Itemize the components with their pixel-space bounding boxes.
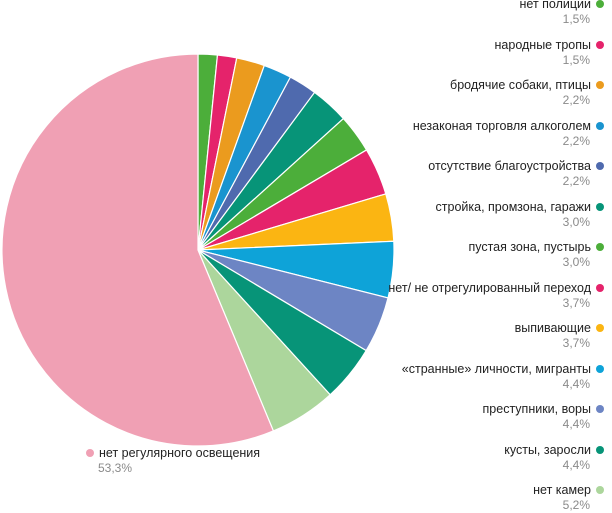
legend-label: нет камер	[533, 483, 591, 497]
legend-dot	[596, 283, 604, 292]
legend-label: нет/ не отрегулированный переход	[388, 280, 591, 295]
legend-item: пустая зона, пустырь 3,0%	[344, 240, 604, 270]
legend-dot	[596, 40, 604, 49]
legend-dot	[596, 486, 604, 494]
pie-slice	[1, 53, 275, 447]
legend-dot	[596, 364, 604, 373]
legend-value: 3,7%	[562, 295, 590, 310]
legend-dot	[596, 445, 604, 454]
legend-item: незаконая торговля алкоголем 2,2%	[344, 119, 604, 149]
legend-item: кусты, заросли 4,4%	[344, 443, 604, 473]
legend-item: стройка, промзона, гаражи 3,0%	[344, 200, 604, 230]
legend-value: 4,4%	[562, 457, 590, 472]
legend-item: народные тропы 1,5%	[344, 38, 604, 68]
legend-label: выпивающие	[514, 321, 591, 335]
legend-label: нет регулярного освещения	[99, 446, 261, 460]
legend-label: отсутствие благоустройства	[428, 159, 591, 173]
legend-value: 5,2%	[562, 498, 590, 512]
legend-dot	[596, 162, 604, 170]
legend-dot	[596, 121, 604, 130]
legend-value: 1,5%	[562, 52, 590, 67]
legend-label: кусты, заросли	[504, 442, 591, 457]
legend-dot	[596, 0, 604, 8]
legend-dot	[86, 449, 94, 457]
legend-label: бродячие собаки, птицы	[450, 78, 591, 92]
legend-item-main: нет регулярного освещения 53,3%	[86, 446, 260, 476]
legend-label: пустая зона, пустырь	[468, 240, 591, 254]
legend-value: 4,4%	[562, 417, 590, 431]
legend-dot	[596, 405, 604, 413]
legend-value: 1,5%	[562, 12, 590, 26]
legend-label: преступники, воры	[482, 402, 591, 416]
legend-value: 3,0%	[562, 255, 590, 269]
legend-value: 3,0%	[562, 214, 590, 229]
legend-dot	[596, 324, 604, 332]
legend-value: 53,3%	[98, 461, 133, 475]
legend-dot	[596, 202, 604, 211]
legend-label: нет полиции	[519, 0, 591, 11]
legend-value: 2,2%	[562, 133, 590, 148]
legend-label: народные тропы	[494, 37, 591, 52]
legend-item: «странные» личности, мигранты 4,4%	[344, 362, 604, 392]
legend-item: нет/ не отрегулированный переход 3,7%	[344, 281, 604, 311]
legend-label: незаконая торговля алкоголем	[412, 118, 591, 133]
legend-dot	[596, 81, 604, 89]
legend-label: «странные» личности, мигранты	[401, 361, 591, 376]
legend-dot	[596, 243, 604, 251]
legend-label: стройка, промзона, гаражи	[435, 199, 591, 214]
legend-item: отсутствие благоустройства 2,2%	[344, 159, 604, 189]
legend-value: 3,7%	[562, 336, 590, 350]
legend-value: 2,2%	[562, 174, 590, 188]
legend-item: бродячие собаки, птицы 2,2%	[344, 78, 604, 108]
legend-value: 2,2%	[562, 93, 590, 107]
legend-item: преступники, воры 4,4%	[344, 402, 604, 432]
legend-item: нет полиции 1,5%	[344, 0, 604, 27]
legend-item: выпивающие 3,7%	[344, 321, 604, 351]
legend-value: 4,4%	[562, 376, 590, 391]
legend-item: нет камер 5,2%	[344, 483, 604, 513]
